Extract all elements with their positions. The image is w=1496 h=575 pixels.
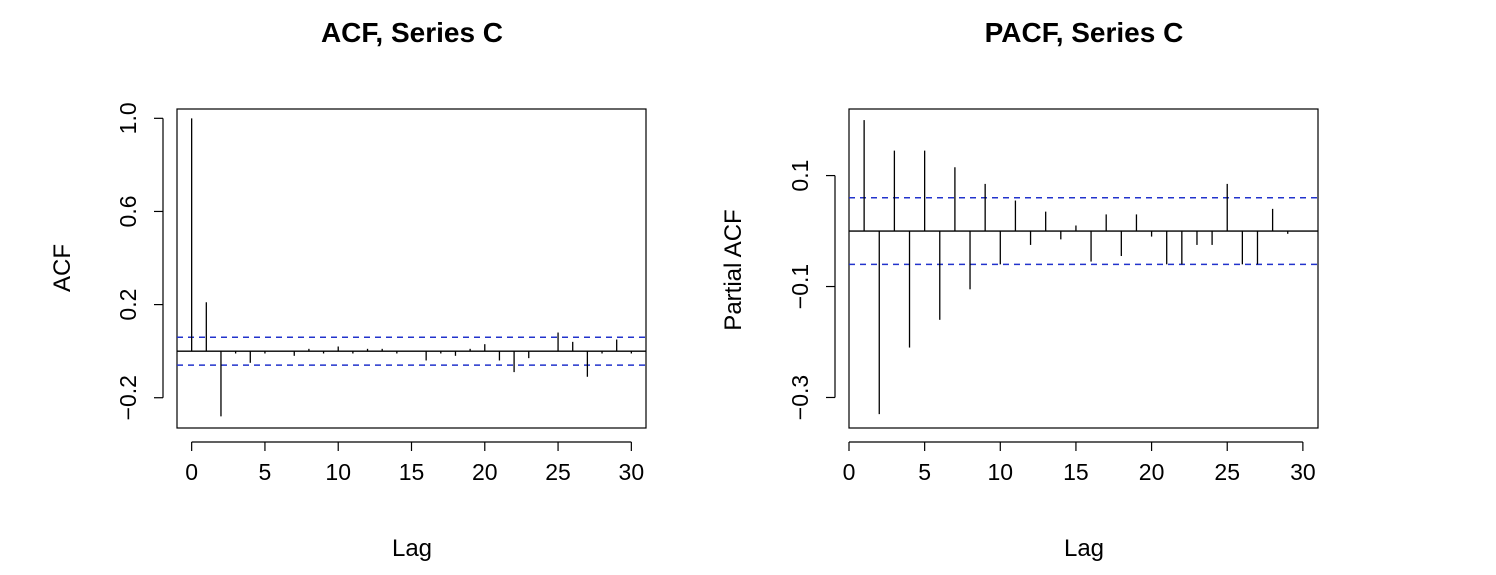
acf-x-tick-label: 25 [545,459,571,485]
pacf-panel: PACF, Series C Lag Partial ACF 0 5 10 15 20 2… [720,17,1319,562]
acf-y-tick-label: 0.6 [115,195,141,227]
acf-x-tick-label: 10 [325,459,351,485]
pacf-x-tick-label: 15 [1063,459,1089,485]
pacf-x-tick-label: 5 [918,459,931,485]
acf-y-tick-label: −0.2 [115,375,141,420]
pacf-x-tick-label: 0 [843,459,856,485]
pacf-y-tick-label: −0.3 [787,375,813,420]
pacf-x-tick-label: 30 [1290,459,1316,485]
acf-x-tick-label: 30 [619,459,645,485]
pacf-plot-frame [848,108,1319,429]
pacf-x-tick-label: 10 [987,459,1013,485]
acf-y-tick-label: 1.0 [115,102,141,134]
acf-y-axis-label: ACF [49,244,76,292]
acf-y-tick-label: 0.2 [115,289,141,321]
acf-plot-frame [176,108,647,429]
acf-x-tick-label: 0 [185,459,198,485]
acf-x-axis-label: Lag [392,535,432,562]
pacf-y-axis-label: Partial ACF [720,209,747,330]
acf-chart-title: ACF, Series C [321,17,503,48]
pacf-x-tick-label: 20 [1139,459,1165,485]
acf-x-tick-label: 5 [259,459,272,485]
acf-x-tick-label: 15 [399,459,425,485]
pacf-y-tick-label: 0.1 [787,160,813,192]
acf-panel: ACF, Series C Lag ACF 0 5 10 15 20 25 30 −0.2 0.… [49,17,647,562]
acf-x-tick-label: 20 [472,459,498,485]
pacf-x-tick-label: 25 [1214,459,1240,485]
pacf-chart-title: PACF, Series C [985,17,1184,48]
pacf-y-tick-label: −0.1 [787,264,813,309]
pacf-x-axis-label: Lag [1064,535,1104,562]
